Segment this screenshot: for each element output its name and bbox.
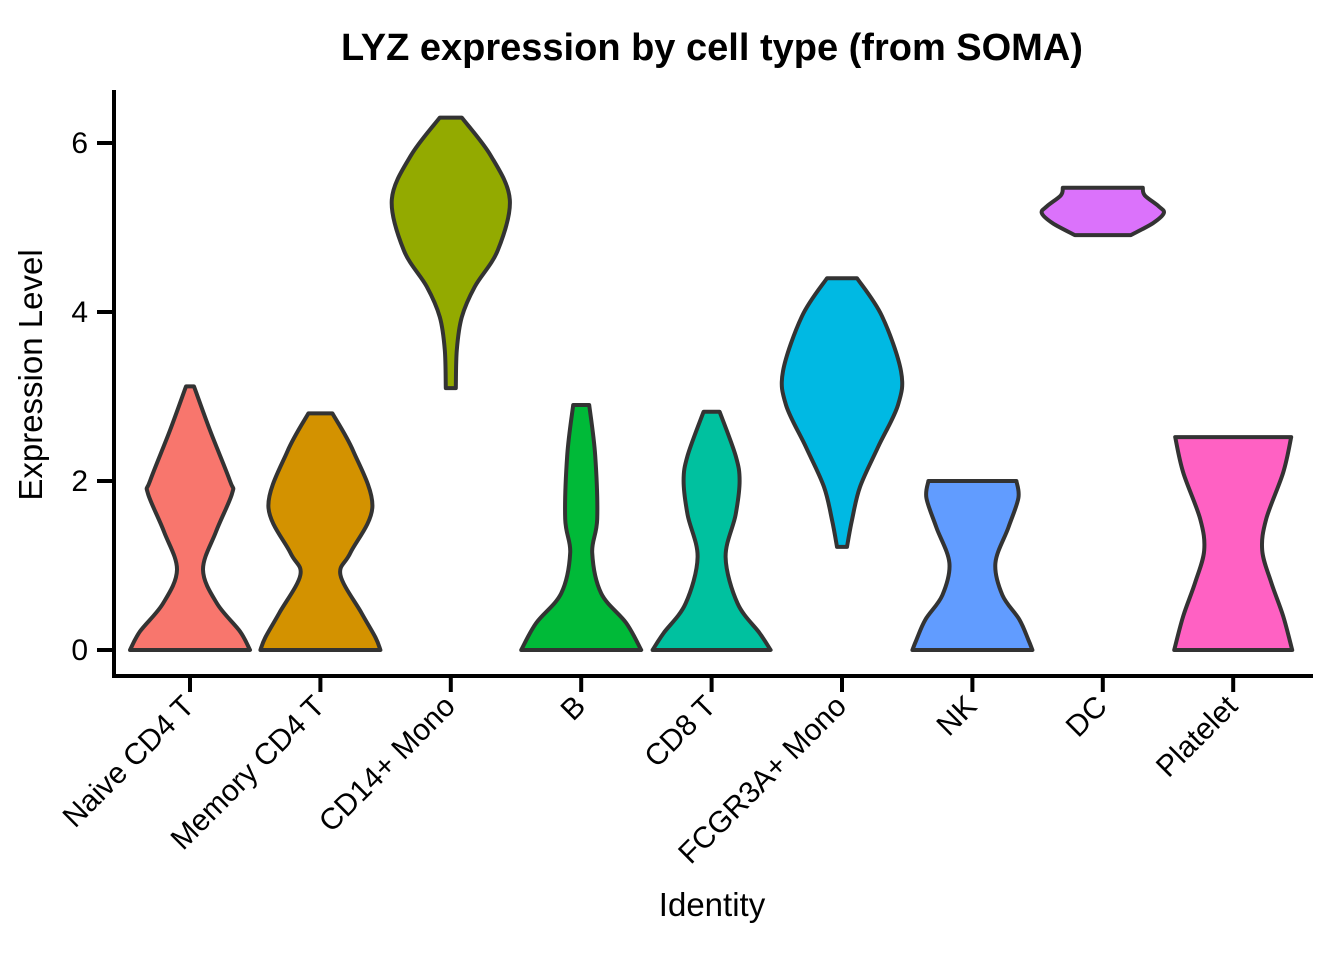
x-tick-label-cd14-mono: CD14+ Mono (313, 690, 462, 839)
violin-memory-cd4-t (258, 411, 383, 652)
x-tick-label-dc: DC (1060, 690, 1114, 744)
y-tick-label-6: 6 (71, 127, 88, 160)
y-axis-title: Expression Level (12, 249, 49, 500)
violin-nk (910, 479, 1035, 652)
x-tick-label-nk: NK (931, 690, 984, 743)
x-tick-label-cd8-t: CD8 T (638, 690, 722, 774)
violin-fcgr3a-mono (779, 276, 905, 549)
violin-cd14-mono (389, 115, 512, 391)
violin-b (519, 403, 644, 652)
y-tick-label-2: 2 (71, 465, 88, 498)
x-axis-title: Identity (659, 886, 766, 923)
violin-platelet (1172, 435, 1295, 652)
violin-dc (1039, 185, 1166, 238)
x-tick-label-naive-cd4-t: Naive CD4 T (57, 690, 201, 834)
violin-cd8-t (650, 409, 773, 652)
chart-title: LYZ expression by cell type (from SOMA) (341, 27, 1083, 69)
y-tick-label-0: 0 (71, 634, 88, 667)
x-tick-label-platelet: Platelet (1150, 689, 1245, 784)
violin-naive-cd4-t (128, 384, 252, 652)
x-tick-label-b: B (555, 690, 592, 727)
y-tick-label-4: 4 (71, 296, 88, 329)
violins-layer (128, 115, 1295, 652)
